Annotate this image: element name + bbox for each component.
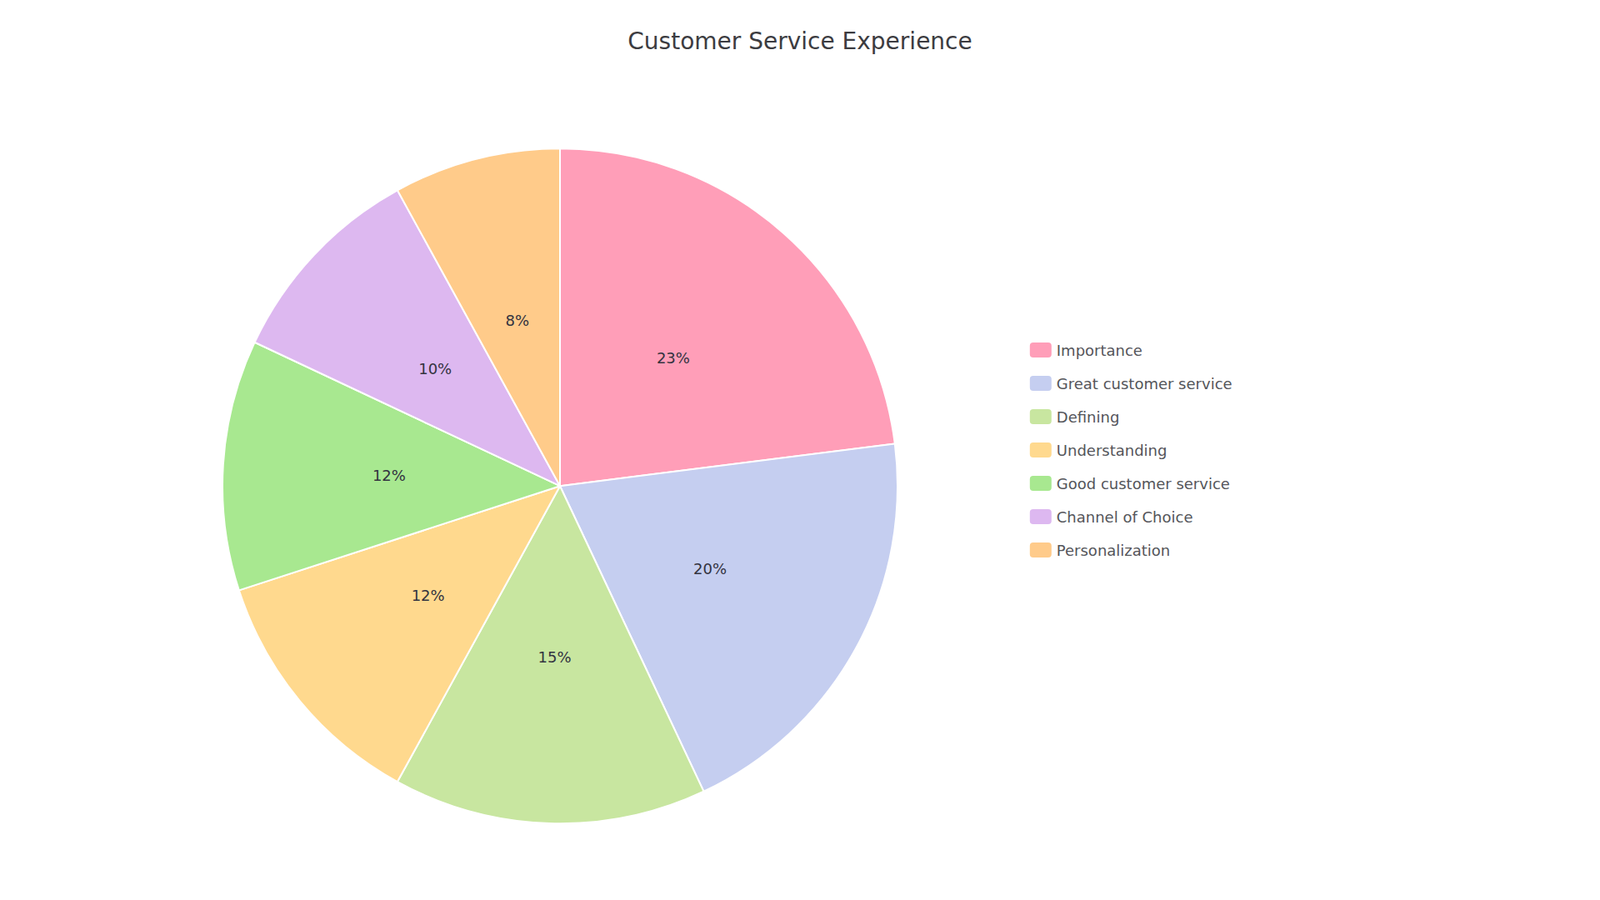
svg-text:10%: 10%	[418, 360, 452, 378]
svg-text:Good customer service: Good customer service	[1056, 475, 1230, 493]
svg-text:15%: 15%	[538, 648, 572, 666]
svg-text:12%: 12%	[372, 466, 406, 485]
svg-text:8%: 8%	[505, 311, 530, 330]
svg-text:Great customer service: Great customer service	[1056, 375, 1233, 393]
svg-text:Defining: Defining	[1056, 408, 1120, 426]
svg-text:Channel of Choice: Channel of Choice	[1056, 508, 1194, 526]
svg-text:20%: 20%	[693, 560, 727, 578]
svg-text:Customer Service Experience: Customer Service Experience	[627, 27, 972, 55]
svg-text:Understanding: Understanding	[1056, 441, 1168, 460]
svg-text:Personalization: Personalization	[1056, 541, 1170, 560]
svg-text:23%: 23%	[656, 349, 690, 367]
svg-text:12%: 12%	[411, 586, 445, 605]
svg-text:Importance: Importance	[1056, 341, 1143, 360]
